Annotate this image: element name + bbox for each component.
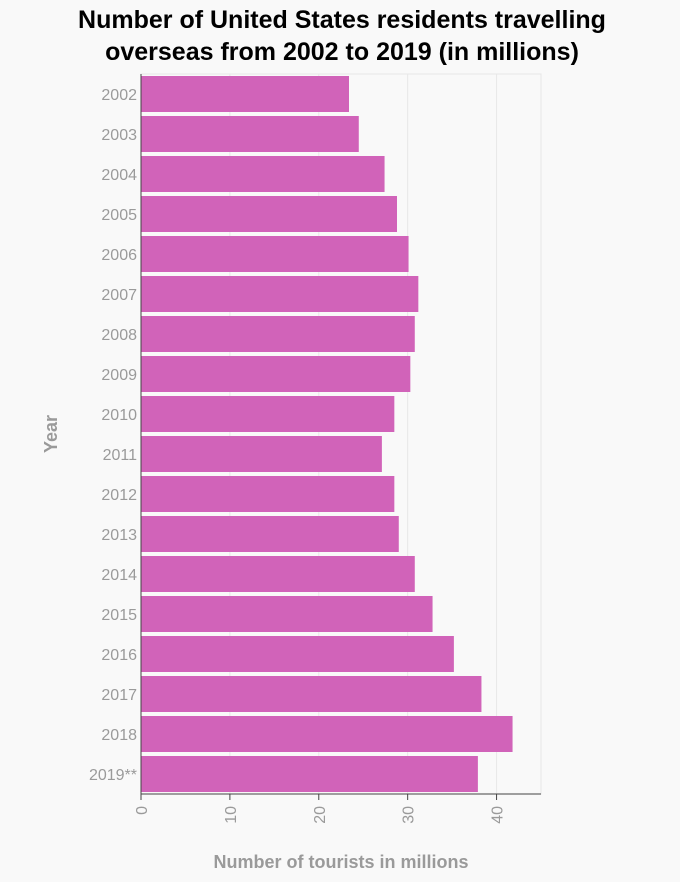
bar-2014 [141, 556, 415, 592]
x-tick-label-4: 40 [490, 806, 507, 824]
bar-2011 [141, 436, 382, 472]
x-tick-label-2: 20 [312, 806, 329, 824]
bar-2010 [141, 396, 395, 432]
y-tick-labels: 2002 2003 2004 2005 2006 2007 2008 2009 2010 2011… [89, 87, 137, 784]
y-tick-label-11: 2013 [101, 527, 137, 544]
y-tick-label-7: 2009 [101, 367, 137, 384]
axes [140, 74, 541, 800]
y-tick-label-4: 2006 [101, 247, 137, 264]
bar-2012 [141, 476, 395, 512]
bar-2004 [141, 156, 385, 192]
x-tick-label-0: 0 [134, 806, 151, 815]
bar-2008 [141, 316, 415, 352]
chart-title-line-2: overseas from 2002 to 2019 (in millions) [105, 38, 579, 66]
bar-2018 [141, 716, 513, 752]
bars [141, 76, 513, 792]
bar-2017 [141, 676, 482, 712]
x-tick-labels: 0 10 20 30 40 [134, 806, 507, 824]
chart-title-line-1: Number of United States residents travel… [78, 6, 606, 34]
y-axis-label: Year [41, 415, 61, 453]
bar-2006 [141, 236, 409, 272]
bar-2016 [141, 636, 454, 672]
x-axis-label: Number of tourists in millions [213, 852, 468, 872]
y-tick-label-17: 2019** [89, 767, 137, 784]
y-tick-label-3: 2005 [101, 207, 137, 224]
y-tick-label-12: 2014 [101, 567, 137, 584]
bar-2019 [141, 756, 478, 792]
bar-2009 [141, 356, 411, 392]
bar-2002 [141, 76, 349, 112]
bar-2013 [141, 516, 399, 552]
bar-2007 [141, 276, 419, 312]
y-tick-label-14: 2016 [101, 647, 137, 664]
y-tick-label-9: 2011 [103, 447, 138, 464]
y-tick-label-10: 2012 [101, 487, 137, 504]
bar-2005 [141, 196, 397, 232]
y-tick-label-15: 2017 [101, 687, 137, 704]
bar-2015 [141, 596, 433, 632]
y-tick-label-1: 2003 [101, 127, 137, 144]
y-tick-label-16: 2018 [101, 727, 137, 744]
y-tick-label-0: 2002 [101, 87, 137, 104]
chart-title: Number of United States residents travel… [78, 6, 606, 66]
x-tick-label-3: 30 [401, 806, 418, 824]
y-tick-label-5: 2007 [101, 287, 137, 304]
x-tick-label-1: 10 [223, 806, 240, 824]
y-tick-label-2: 2004 [101, 167, 137, 184]
y-tick-label-6: 2008 [101, 327, 137, 344]
y-tick-label-13: 2015 [101, 607, 137, 624]
bar-2003 [141, 116, 359, 152]
y-tick-label-8: 2010 [101, 407, 137, 424]
